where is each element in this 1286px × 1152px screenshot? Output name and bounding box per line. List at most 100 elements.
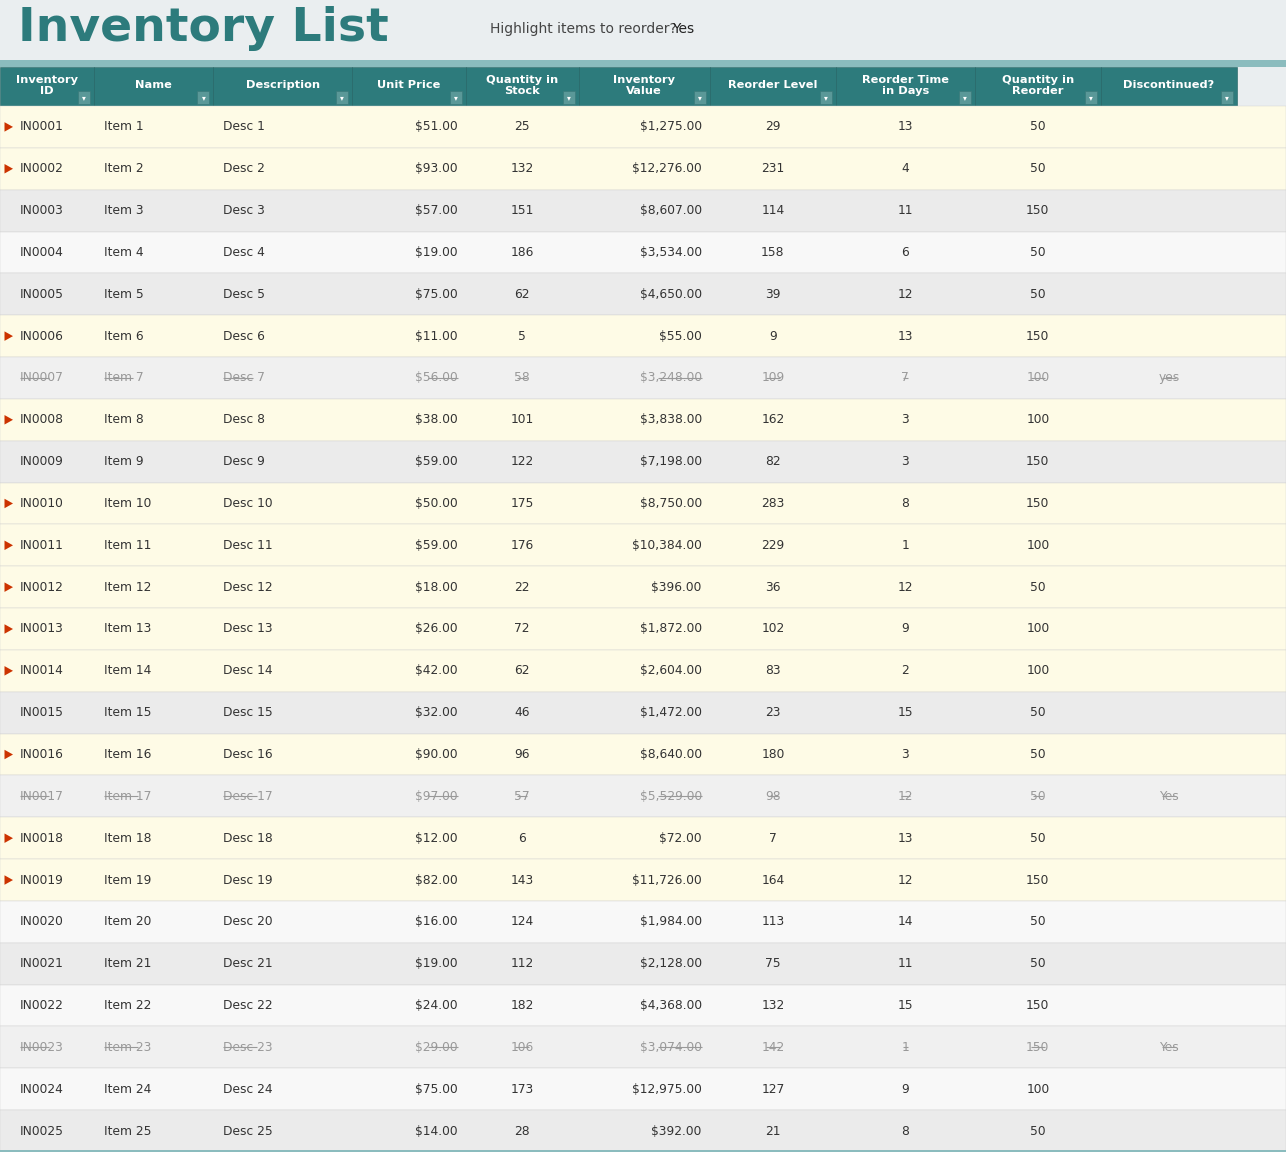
Bar bbox=[0, 441, 1286, 483]
Bar bbox=[0, 483, 1286, 524]
Bar bbox=[0, 316, 1286, 357]
Text: 15: 15 bbox=[898, 999, 913, 1013]
Text: ▾: ▾ bbox=[82, 93, 86, 103]
Text: $75.00: $75.00 bbox=[415, 288, 458, 301]
Text: $10,384.00: $10,384.00 bbox=[631, 539, 702, 552]
Text: 98: 98 bbox=[765, 790, 781, 803]
Text: Desc 7: Desc 7 bbox=[224, 371, 265, 385]
Text: ▾: ▾ bbox=[698, 93, 702, 103]
Text: 83: 83 bbox=[765, 665, 781, 677]
Bar bbox=[0, 106, 1286, 147]
Text: Item 21: Item 21 bbox=[104, 957, 152, 970]
Text: Desc 17: Desc 17 bbox=[224, 790, 273, 803]
Text: 180: 180 bbox=[761, 748, 784, 761]
Text: $14.00: $14.00 bbox=[415, 1124, 458, 1137]
Text: IN0013: IN0013 bbox=[21, 622, 64, 636]
Text: Item 11: Item 11 bbox=[104, 539, 152, 552]
Text: $42.00: $42.00 bbox=[415, 665, 458, 677]
Text: $50.00: $50.00 bbox=[415, 497, 458, 510]
Text: $75.00: $75.00 bbox=[415, 1083, 458, 1096]
Text: 100: 100 bbox=[1026, 371, 1049, 385]
Text: Item 14: Item 14 bbox=[104, 665, 152, 677]
Text: IN0022: IN0022 bbox=[21, 999, 64, 1013]
Text: $396.00: $396.00 bbox=[652, 581, 702, 593]
Text: 164: 164 bbox=[761, 873, 784, 887]
Polygon shape bbox=[4, 876, 13, 885]
Text: 50: 50 bbox=[1030, 288, 1046, 301]
Text: 8: 8 bbox=[901, 497, 909, 510]
Text: 3: 3 bbox=[901, 748, 909, 761]
Text: IN0017: IN0017 bbox=[21, 790, 64, 803]
Bar bbox=[0, 650, 1286, 691]
Bar bbox=[959, 91, 971, 104]
Bar bbox=[0, 901, 1286, 942]
Text: 13: 13 bbox=[898, 121, 913, 134]
Text: 4: 4 bbox=[901, 162, 909, 175]
Text: 143: 143 bbox=[511, 873, 534, 887]
Bar bbox=[0, 734, 1286, 775]
Text: 173: 173 bbox=[511, 1083, 534, 1096]
Text: 162: 162 bbox=[761, 414, 784, 426]
Text: IN0008: IN0008 bbox=[21, 414, 64, 426]
Text: 182: 182 bbox=[511, 999, 534, 1013]
Bar bbox=[975, 67, 1101, 106]
Bar bbox=[0, 357, 1286, 399]
Bar bbox=[337, 91, 349, 104]
Text: 50: 50 bbox=[1030, 832, 1046, 844]
Text: Desc 2: Desc 2 bbox=[224, 162, 265, 175]
Text: 1: 1 bbox=[901, 1041, 909, 1054]
Text: Item 2: Item 2 bbox=[104, 162, 144, 175]
Text: $3,248.00: $3,248.00 bbox=[639, 371, 702, 385]
Text: $5,529.00: $5,529.00 bbox=[639, 790, 702, 803]
Bar bbox=[1085, 91, 1097, 104]
Text: 2: 2 bbox=[901, 665, 909, 677]
Text: Desc 13: Desc 13 bbox=[224, 622, 273, 636]
Text: IN0025: IN0025 bbox=[21, 1124, 64, 1137]
Text: yes: yes bbox=[1159, 371, 1179, 385]
Text: 150: 150 bbox=[1026, 1041, 1049, 1054]
Text: 229: 229 bbox=[761, 539, 784, 552]
Bar bbox=[1101, 67, 1237, 106]
Text: $97.00: $97.00 bbox=[415, 790, 458, 803]
Bar bbox=[0, 60, 1286, 67]
Text: 124: 124 bbox=[511, 916, 534, 929]
Text: 127: 127 bbox=[761, 1083, 784, 1096]
Text: $57.00: $57.00 bbox=[415, 204, 458, 217]
Text: 50: 50 bbox=[1030, 121, 1046, 134]
Text: Item 3: Item 3 bbox=[104, 204, 144, 217]
Text: Desc 25: Desc 25 bbox=[224, 1124, 273, 1137]
Bar bbox=[0, 273, 1286, 316]
Text: Reorder Time
in Days: Reorder Time in Days bbox=[862, 75, 949, 97]
Bar bbox=[694, 91, 706, 104]
Text: Desc 1: Desc 1 bbox=[224, 121, 265, 134]
Text: 7: 7 bbox=[901, 371, 909, 385]
Bar bbox=[820, 91, 832, 104]
Text: $1,275.00: $1,275.00 bbox=[639, 121, 702, 134]
Bar bbox=[0, 524, 1286, 567]
Polygon shape bbox=[4, 122, 13, 131]
Text: IN0010: IN0010 bbox=[21, 497, 64, 510]
Text: 6: 6 bbox=[901, 245, 909, 259]
Text: IN0019: IN0019 bbox=[21, 873, 64, 887]
Text: IN0001: IN0001 bbox=[21, 121, 64, 134]
Text: ▾: ▾ bbox=[824, 93, 828, 103]
Text: IN0021: IN0021 bbox=[21, 957, 64, 970]
Polygon shape bbox=[4, 750, 13, 759]
Polygon shape bbox=[4, 833, 13, 843]
Text: IN0024: IN0024 bbox=[21, 1083, 64, 1096]
Bar bbox=[0, 1026, 1286, 1068]
Text: Discontinued?: Discontinued? bbox=[1124, 81, 1214, 91]
Bar bbox=[0, 691, 1286, 734]
Text: $12,276.00: $12,276.00 bbox=[633, 162, 702, 175]
Text: 50: 50 bbox=[1030, 916, 1046, 929]
Polygon shape bbox=[4, 666, 13, 675]
Bar bbox=[78, 91, 90, 104]
Text: $12.00: $12.00 bbox=[415, 832, 458, 844]
Text: IN0009: IN0009 bbox=[21, 455, 64, 468]
Bar bbox=[0, 1150, 1286, 1152]
Text: Quantity in
Reorder: Quantity in Reorder bbox=[1002, 75, 1074, 97]
Text: IN0018: IN0018 bbox=[21, 832, 64, 844]
Text: Item 24: Item 24 bbox=[104, 1083, 152, 1096]
Text: $1,872.00: $1,872.00 bbox=[639, 622, 702, 636]
Text: 25: 25 bbox=[514, 121, 530, 134]
